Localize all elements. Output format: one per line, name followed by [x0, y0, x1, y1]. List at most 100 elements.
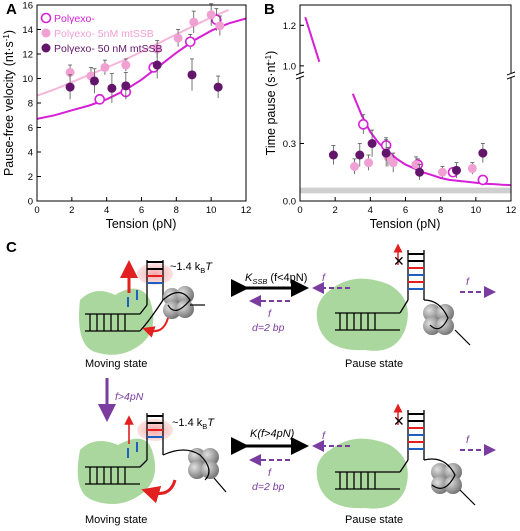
panel-b-y-tick-label: 0.3: [283, 139, 296, 150]
panel-b-x-tick-label: 6: [403, 205, 408, 216]
panel-a-x-tick-label: 8: [174, 205, 179, 216]
panel-a-y-tick-label: 12: [22, 50, 33, 61]
blocked-x-top: ✕: [393, 253, 405, 269]
panel-b-point-dark: [355, 150, 365, 160]
panel-a-point-dark: [213, 82, 223, 92]
panel-a-point-light: [173, 33, 183, 43]
panel-b-point-dark: [451, 165, 461, 175]
energy-halo: [137, 263, 173, 285]
f-label-top-left: f: [322, 272, 326, 284]
ssb-tetramer: [162, 286, 205, 319]
f-label-bottom-left: f: [322, 430, 326, 442]
panel-b-point-dark: [381, 148, 391, 158]
moving-state-label-top: Moving state: [85, 358, 147, 370]
panel-b-point-dark: [478, 148, 488, 158]
pause-state-label-bottom: Pause state: [345, 514, 403, 526]
bottom-moving-state-diagram: ~1.4 kBT Moving state: [77, 413, 227, 526]
panel-a-y-label: Pause-free velocity (nt·s-1): [2, 30, 16, 176]
panel-b-x-tick-label: 2: [333, 205, 338, 216]
panel-a-point-light: [100, 62, 110, 72]
polymerase-blob: [79, 288, 154, 355]
top-energy-label: ~1.4 kBT: [170, 261, 213, 275]
panel-b-tick-labels: 0 2 4 6 8 10 12 0.0 0.3 1.0 1.2: [283, 21, 517, 216]
f-label-bottom-right: f: [466, 434, 470, 446]
panel-b-x-label: Tension (pN): [370, 217, 441, 231]
k-bottom-label: K(f>4pN): [250, 428, 295, 440]
legend-label-dark: Polγexo- 50 nM mtSSB: [54, 43, 163, 55]
legend-marker-light: [41, 28, 51, 38]
panel-b-plot-area: [300, 16, 512, 194]
panel-b-point-light: [388, 158, 398, 168]
pause-state-label-top: Pause state: [345, 358, 403, 370]
panel-b-x-tick-label: 12: [506, 205, 517, 216]
panel-b-point-light: [364, 158, 374, 168]
panel-a-tick-labels: 0 2 4 6 8 10 12 0 2 4 6 8 10 12 14 16: [22, 1, 251, 217]
force-transition: f>4pN: [98, 378, 144, 422]
polymerase-blob-pause: [316, 278, 408, 351]
panel-a-y-tick-label: 2: [28, 172, 33, 183]
bottom-pause-state-diagram: ✕ f f Pause state: [312, 403, 496, 526]
axis-break-marks: [295, 71, 516, 80]
bottom-transition-arrows: K(f>4pN) f d=2 bp: [231, 428, 309, 493]
panel-b-y-tick-label: 0.0: [283, 197, 296, 208]
panel-b-y-label: Time pause (s·nt-1): [264, 51, 278, 156]
panel-b: B 0 2 4 6 8 10 12 0.0 0.3 1.0 1.2 Tension (pN) Tim…: [264, 1, 516, 231]
panel-a-point-dark: [89, 76, 99, 86]
panel-a-point-light: [121, 60, 131, 70]
panel-a-point-dark: [65, 82, 75, 92]
panel-a-y-tick-label: 0: [28, 197, 33, 208]
panel-a-x-tick-label: 12: [241, 205, 252, 216]
panel-a-point-open: [94, 94, 105, 105]
panel-b-point-open: [357, 119, 369, 130]
panel-a-y-tick-label: 10: [22, 74, 33, 85]
panel-a-point-light: [206, 10, 216, 20]
panel-a-legend: Polγexo- Polγexo- 5nM mtSSB Polγexo- 50 …: [40, 12, 163, 55]
panel-label-a: A: [6, 1, 17, 18]
top-transition-arrows: KSSB (f<4pN) f d=2 bp: [231, 272, 309, 334]
panel-a-point-light: [189, 17, 199, 27]
d-label-top: d=2 bp: [252, 322, 285, 334]
panel-b-y-tick-label: 1.0: [283, 61, 296, 72]
transition-label: f>4pN: [115, 391, 144, 403]
panel-a-point-light: [65, 67, 75, 77]
f-label-bottom-center: f: [268, 467, 272, 479]
panel-b-fit-lower: [351, 93, 512, 187]
panel-b-x-tick-label: 10: [471, 205, 482, 216]
ssb-tetramer-pause-bottom: [423, 458, 476, 506]
panel-a-y-tick-label: 14: [22, 25, 33, 36]
panel-a-point-light: [215, 21, 225, 31]
f-label-top-right: f: [466, 276, 470, 288]
panel-b-point-light: [467, 163, 477, 173]
panel-a-point-dark: [107, 83, 117, 93]
panel-a-y-tick-label: 6: [28, 123, 33, 134]
panel-a-x-label: Tension (pN): [106, 217, 177, 231]
kssb-label: KSSB (f<4pN): [245, 272, 307, 286]
panel-a-x-tick-label: 2: [69, 205, 74, 216]
panel-b-fit-upper: [304, 16, 321, 63]
top-moving-state-diagram: ~1.4 kBT Moving state: [79, 260, 213, 370]
panel-b-point-open: [477, 174, 489, 186]
panel-a-point-light: [152, 44, 162, 54]
legend-label-light: Polγexo- 5nM mtSSB: [54, 28, 154, 40]
panel-a-point-dark: [187, 70, 197, 80]
panel-a-x-tick-label: 6: [139, 205, 144, 216]
panel-b-point-dark: [367, 139, 377, 148]
panel-label-b: B: [264, 1, 275, 18]
panel-b-frame: [299, 4, 512, 202]
panel-label-c: C: [6, 239, 17, 256]
panel-b-x-tick-label: 4: [368, 205, 373, 216]
panel-a-point-dark: [121, 81, 131, 91]
bottom-energy-label: ~1.4 kBT: [172, 417, 215, 431]
panel-a-x-tick-label: 4: [104, 205, 109, 216]
panel-a-plot-area: [36, 3, 247, 120]
d-label-bottom: d=2 bp: [252, 481, 285, 493]
panel-a-fit-line: [36, 17, 247, 120]
panel-b-y-tick-label: 1.2: [283, 21, 296, 32]
panel-b-point-dark: [328, 150, 338, 160]
moving-state-label-bottom: Moving state: [85, 514, 147, 526]
blocked-x-bottom: ✕: [393, 413, 405, 429]
legend-marker-dark: [41, 43, 51, 53]
panel-c: C: [6, 239, 496, 526]
panel-a-x-tick-label: 10: [206, 205, 217, 216]
